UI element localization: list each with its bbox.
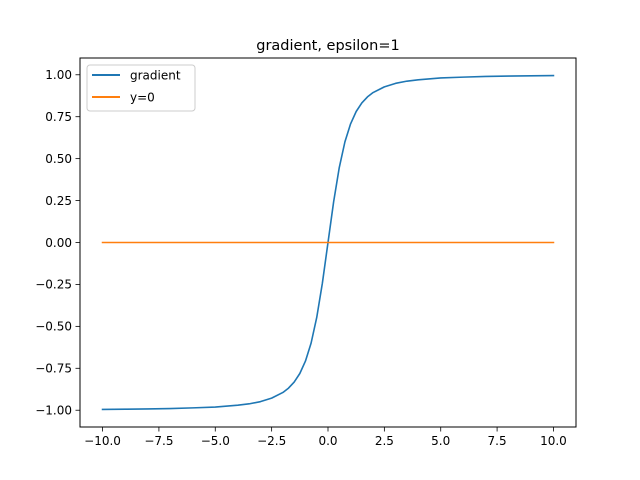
x-tick-label: 10.0 <box>540 434 567 448</box>
legend-label-y0: y=0 <box>130 91 155 105</box>
x-tick-label: −5.0 <box>201 434 230 448</box>
y-tick-label: 1.00 <box>45 68 72 82</box>
x-tick-label: 7.5 <box>488 434 507 448</box>
x-tick-label: −10.0 <box>84 434 121 448</box>
legend-box <box>86 64 196 112</box>
x-tick-label: 5.0 <box>431 434 450 448</box>
chart-title: gradient, epsilon=1 <box>256 38 399 54</box>
x-tick-label: −2.5 <box>257 434 286 448</box>
x-tick-label: 2.5 <box>375 434 394 448</box>
x-tick-label: 0.0 <box>318 434 337 448</box>
y-tick-label: 0.25 <box>45 194 72 208</box>
series-layer <box>101 74 555 411</box>
y-axis: −1.00 −0.75 −0.50 −0.25 0.00 0.25 0.50 0.75 1.00 <box>35 68 80 418</box>
x-tick-label: −7.5 <box>144 434 173 448</box>
y-tick-label: 0.50 <box>45 152 72 166</box>
y-tick-label: 0.00 <box>45 236 72 250</box>
y-tick-label: −0.25 <box>35 278 72 292</box>
y-tick-label: 0.75 <box>45 110 72 124</box>
y-tick-label: −0.50 <box>35 320 72 334</box>
y-tick-label: −1.00 <box>35 404 72 418</box>
x-axis: −10.0 −7.5 −5.0 −2.5 0.0 2.5 5.0 7.5 10.0 <box>84 427 567 448</box>
legend-label-gradient: gradient <box>130 69 181 83</box>
legend: gradient y=0 <box>86 64 196 112</box>
y-tick-label: −0.75 <box>35 362 72 376</box>
